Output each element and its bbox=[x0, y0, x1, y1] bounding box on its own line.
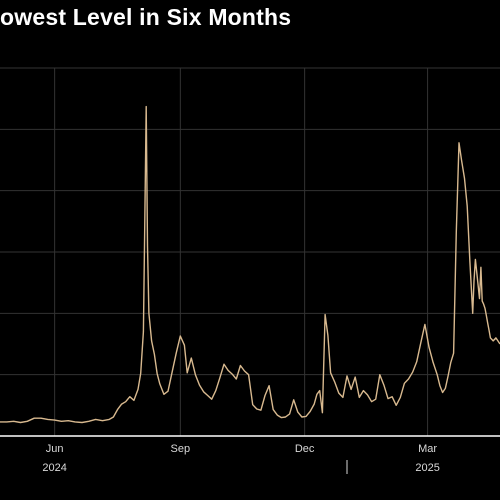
chart-title: owest Level in Six Months bbox=[0, 4, 292, 30]
gridlines bbox=[0, 67, 500, 436]
x-tick-labels: Jun 2024 Sep Dec Mar 2025 bbox=[42, 443, 440, 474]
x-tick-label: Jun bbox=[46, 443, 64, 455]
x-tick-label: Sep bbox=[171, 443, 191, 455]
x-tick-year-label: 2024 bbox=[42, 462, 66, 474]
x-tick-label: Dec bbox=[295, 443, 315, 455]
x-tick-year-label: 2025 bbox=[415, 462, 439, 474]
x-tick-label: Mar bbox=[418, 443, 437, 455]
series-layer bbox=[0, 105, 500, 424]
series-line bbox=[0, 105, 500, 424]
